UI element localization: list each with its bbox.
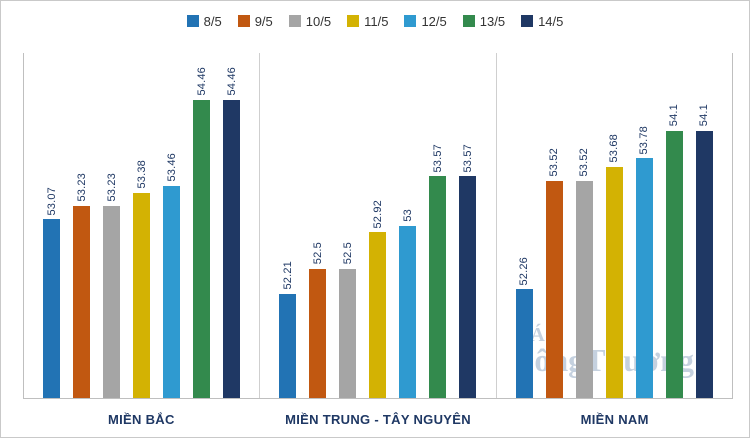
- bar-cell: 52.26: [515, 53, 533, 398]
- bar-value-label: 53.23: [75, 173, 88, 202]
- category-label: MIỀN TRUNG - TÂY NGUYÊN: [285, 411, 471, 427]
- plot-area: 53.07 53.23 53.23 53.38 53.46 54.46 54.46 52.21…: [23, 53, 733, 399]
- legend-item-10-5: 10/5: [288, 13, 332, 29]
- bar-10-5: [103, 205, 121, 398]
- bar-9-5: [309, 268, 327, 398]
- bar-value-label: 53.38: [135, 160, 148, 189]
- bar-cell: 53.52: [545, 53, 563, 398]
- bar-14-5: [223, 99, 241, 398]
- bar-value-label: 53.07: [45, 186, 58, 216]
- bar-value-label: 52.5: [311, 242, 324, 265]
- bar-value-label: 54.1: [698, 104, 711, 127]
- bar-12-5: [635, 158, 653, 398]
- bar-value-label: 53.57: [431, 143, 444, 173]
- legend-swatch-icon: [404, 15, 417, 27]
- bar-value-label: 53.23: [105, 173, 118, 202]
- bar-10-5: [339, 268, 357, 398]
- bar-cell: 52.5: [309, 53, 327, 398]
- bar-cell: 53.57: [429, 53, 447, 398]
- bar-9-5: [545, 180, 563, 398]
- bar-12-5: [163, 185, 181, 398]
- bar-cell: 52.92: [369, 53, 387, 398]
- legend: 8/5 9/5 10/5 11/5 12/5 13/5 14/5: [1, 9, 749, 33]
- bar-cell: 53.23: [73, 53, 91, 398]
- legend-swatch-icon: [521, 15, 534, 27]
- bar-cell: 53.07: [43, 53, 61, 398]
- bar-value-label: 52.5: [341, 242, 354, 265]
- legend-swatch-icon: [237, 15, 250, 27]
- bar-cell: 54.46: [223, 53, 241, 398]
- bar-cell: 53.23: [103, 53, 121, 398]
- bar-11-5: [369, 232, 387, 398]
- legend-item-13-5: 13/5: [462, 13, 506, 29]
- bar-14-5: [695, 130, 713, 398]
- bar-value-label: 53.57: [461, 143, 474, 173]
- bar-11-5: [133, 192, 151, 398]
- legend-label: 14/5: [538, 13, 564, 29]
- bar-cell: 53.52: [575, 53, 593, 398]
- bar-value-label: 54.1: [668, 104, 681, 127]
- bar-value-label: 53: [401, 208, 414, 222]
- bar-cell: 53: [399, 53, 417, 398]
- bar-cell: 54.46: [193, 53, 211, 398]
- bar-11-5: [605, 166, 623, 398]
- bar-group-2: 52.21 52.5 52.5 52.92 53 53.57 53.57: [260, 53, 497, 398]
- legend-label: 12/5: [421, 13, 447, 29]
- category-label: MIỀN BẮC: [107, 411, 175, 427]
- legend-item-8-5: 8/5: [186, 13, 222, 29]
- bar-cell: 54.1: [665, 53, 683, 398]
- category-axis: MIỀN BẮC MIỀN TRUNG - TÂY NGUYÊN MIỀN NAM: [23, 407, 733, 431]
- legend-label: 13/5: [479, 13, 506, 29]
- bar-cell: 53.46: [163, 53, 181, 398]
- bar-cell: 53.38: [133, 53, 151, 398]
- watermark-accent: Á: [530, 324, 545, 346]
- legend-item-12-5: 12/5: [404, 13, 447, 29]
- bar-8-5: [43, 219, 61, 398]
- bar-13-5: [193, 99, 211, 398]
- bar-8-5: [515, 289, 533, 398]
- bar-13-5: [429, 176, 447, 398]
- legend-swatch-icon: [186, 15, 199, 27]
- bar-group-3: 52.26 53.52 53.52 53.68 53.78 54.1 54.1: [497, 53, 732, 398]
- bar-cell: 53.57: [459, 53, 477, 398]
- bar-value-label: 53.78: [638, 125, 651, 155]
- legend-swatch-icon: [288, 15, 301, 27]
- legend-swatch-icon: [347, 15, 360, 27]
- bar-cell: 52.21: [279, 53, 297, 398]
- bar-cell: 52.5: [339, 53, 357, 398]
- bar-value-label: 53.52: [548, 148, 561, 177]
- bar-14-5: [459, 176, 477, 398]
- legend-item-14-5: 14/5: [521, 14, 563, 29]
- legend-swatch-icon: [462, 15, 475, 27]
- bar-13-5: [665, 130, 683, 398]
- bar-value-label: 54.46: [225, 67, 238, 96]
- bar-value-label: 53.46: [165, 153, 178, 182]
- legend-label: 11/5: [364, 13, 389, 29]
- legend-label: 9/5: [254, 13, 273, 29]
- legend-item-11-5: 11/5: [347, 14, 388, 29]
- bar-cell: 53.78: [635, 53, 653, 398]
- bar-value-label: 52.21: [281, 261, 294, 290]
- bar-value-label: 53.68: [608, 134, 621, 163]
- category-label: MIỀN NAM: [580, 411, 649, 427]
- bar-value-label: 54.46: [195, 67, 208, 96]
- bar-12-5: [399, 225, 417, 398]
- legend-label: 10/5: [305, 13, 332, 29]
- bar-value-label: 52.92: [371, 199, 384, 229]
- bar-9-5: [73, 205, 91, 398]
- bar-cell: 53.68: [605, 53, 623, 398]
- bar-value-label: 53.52: [578, 148, 591, 177]
- bar-value-label: 52.26: [518, 256, 531, 286]
- bar-cell: 54.1: [695, 53, 713, 398]
- legend-label: 8/5: [203, 13, 222, 29]
- bar-8-5: [279, 293, 297, 398]
- legend-item-9-5: 9/5: [237, 13, 273, 29]
- bar-group-1: 53.07 53.23 53.23 53.38 53.46 54.46 54.46: [24, 53, 261, 398]
- bar-10-5: [575, 180, 593, 398]
